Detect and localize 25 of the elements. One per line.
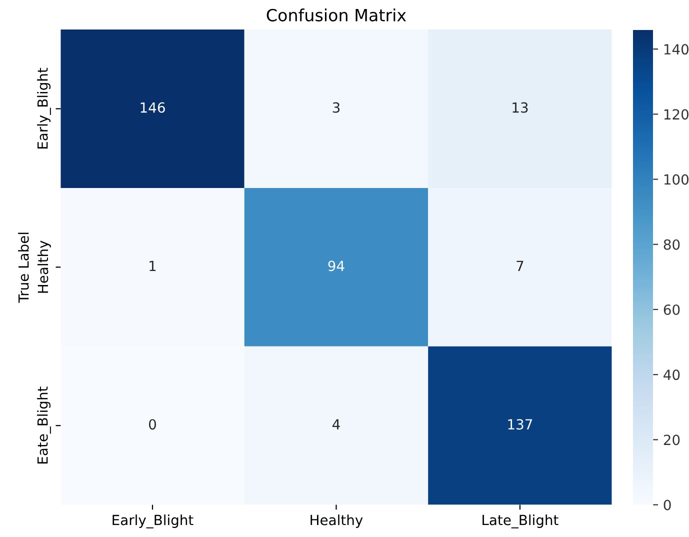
data-label: 0 — [148, 419, 156, 430]
y-axis-title: True Label — [18, 232, 29, 303]
data-label: 3 — [332, 102, 340, 113]
data-label: 7 — [516, 260, 524, 271]
chart-title: Confusion Matrix — [266, 8, 406, 22]
x-tick-label: Healthy — [310, 514, 363, 528]
data-label: 4 — [332, 419, 340, 430]
data-label: 13 — [512, 102, 528, 113]
color-bar-label: 0 — [664, 500, 671, 510]
data-label: 1 — [150, 260, 156, 271]
x-tick-label: Late_Blight — [482, 514, 558, 528]
color-bar-label: 140 — [664, 44, 688, 55]
color-bar-label: 60 — [664, 304, 680, 315]
data-label: 137 — [508, 419, 532, 430]
color-bar-label: 80 — [664, 239, 680, 250]
color-bar-label: 40 — [664, 370, 680, 380]
color-bar-label: 20 — [664, 434, 680, 446]
y-tick-label: Healthy — [37, 240, 51, 293]
x-tick-label: Early_Blight — [112, 514, 194, 528]
data-label: 94 — [328, 260, 344, 272]
y-tick-label: Early_Blight — [37, 68, 51, 149]
y-tick-label: Eate_Blight — [37, 386, 51, 464]
color-bar-label: 100 — [664, 174, 688, 185]
data-label: 146 — [140, 102, 165, 113]
color-bar-label: 120 — [664, 109, 688, 120]
